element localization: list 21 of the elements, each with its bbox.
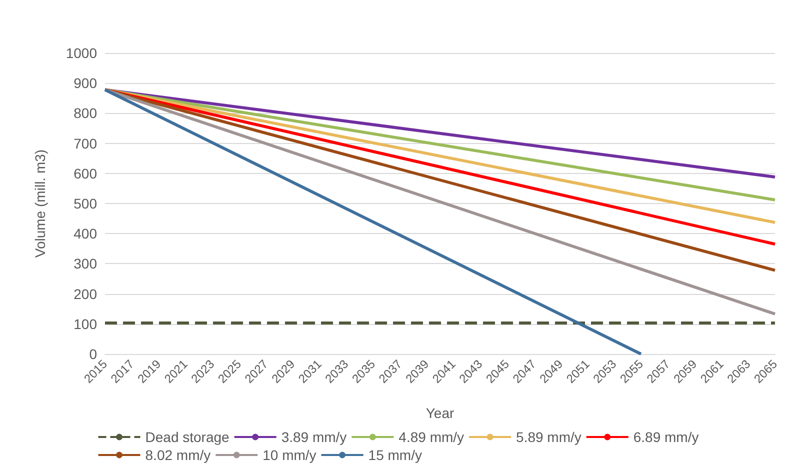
y-tick-label: 1000 xyxy=(66,45,98,61)
legend-label: 15 mm/y xyxy=(368,447,422,463)
y-tick-label: 800 xyxy=(74,105,98,122)
y-tick-label: 0 xyxy=(89,346,98,362)
y-tick-label: 500 xyxy=(74,196,98,212)
y-tick-label: 100 xyxy=(74,316,98,332)
legend-label: 6.89 mm/y xyxy=(633,429,699,445)
y-tick-label: 200 xyxy=(74,286,98,302)
y-tick-label: 700 xyxy=(74,135,98,152)
x-axis-title: Year xyxy=(426,405,454,421)
y-tick-label: 600 xyxy=(74,165,98,182)
y-tick-label: 400 xyxy=(74,226,98,242)
legend-label: 4.89 mm/y xyxy=(398,429,464,445)
legend-label: 3.89 mm/y xyxy=(281,429,347,445)
y-tick-label: 900 xyxy=(74,75,98,92)
y-axis-title: Volume (mill. m3) xyxy=(32,149,48,258)
legend-label: Dead storage xyxy=(145,429,230,445)
legend-label: 5.89 mm/y xyxy=(516,429,582,445)
legend-label: 8.02 mm/y xyxy=(145,447,211,463)
y-tick-label: 300 xyxy=(74,256,98,272)
legend-label: 10 mm/y xyxy=(262,447,316,463)
